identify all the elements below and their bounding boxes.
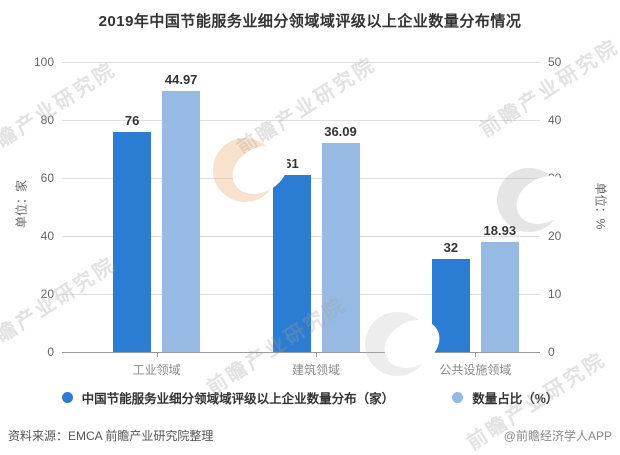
credit-text: @前瞻经济学人APP	[503, 429, 612, 443]
bar	[321, 142, 360, 352]
x-axis-category-label: 工业领域	[132, 363, 181, 377]
secondary-axis-tick-label: 40	[548, 113, 562, 127]
bar	[272, 175, 311, 352]
gridline	[62, 352, 540, 353]
bar-value-label: 76	[124, 112, 140, 128]
y-axis-tick-label: 0	[47, 345, 54, 359]
gridline	[62, 62, 540, 63]
legend-item: 中国节能服务业细分领域域评级以上企业数量分布（家）	[61, 388, 395, 407]
y-axis-tick-label: 60	[40, 171, 54, 185]
legend-swatch	[452, 392, 464, 403]
legend-item: 数量占比（%）	[452, 388, 558, 407]
legend-swatch	[61, 392, 73, 403]
bar	[431, 259, 470, 352]
x-axis-category-label: 公共设施领域	[439, 363, 512, 377]
bar	[113, 131, 152, 352]
bar-value-label: 44.97	[164, 72, 198, 88]
legend: 中国节能服务业细分领域域评级以上企业数量分布（家） 数量占比（%）	[0, 388, 620, 407]
secondary-axis-tick-label: 10	[548, 287, 562, 301]
y-axis-tick-label: 80	[40, 113, 54, 127]
legend-label: 数量占比（%）	[472, 392, 559, 406]
bar	[480, 242, 519, 352]
legend-label: 中国节能服务业细分领域域评级以上企业数量分布（家）	[81, 392, 395, 406]
bar-value-label: 18.93	[483, 223, 517, 239]
y-axis-tick-label: 20	[40, 287, 54, 301]
x-axis-tick	[316, 352, 317, 357]
x-axis-category-label: 建筑领域	[291, 363, 341, 377]
chart-title: 2019年中国节能服务业细分领域域评级以上企业数量分布情况	[98, 13, 522, 30]
secondary-axis-tick-label: 0	[548, 345, 555, 359]
secondary-axis-tick-label: 50	[548, 55, 562, 69]
bar-value-label: 36.09	[324, 123, 357, 139]
bar-value-label: 32	[443, 240, 459, 256]
secondary-axis-tick-label: 30	[548, 171, 562, 185]
secondary-axis-tick-label: 20	[548, 229, 562, 243]
y-axis-tick-label: 100	[33, 55, 54, 69]
gridline	[62, 120, 540, 121]
source-text: 资料来源：EMCA 前瞻产业研究院整理	[8, 429, 214, 443]
x-axis-tick	[156, 352, 158, 357]
bar-value-label: 61	[284, 156, 299, 172]
y-axis-tick-label: 40	[40, 229, 54, 243]
x-axis-tick	[475, 352, 477, 357]
bar	[162, 91, 201, 352]
